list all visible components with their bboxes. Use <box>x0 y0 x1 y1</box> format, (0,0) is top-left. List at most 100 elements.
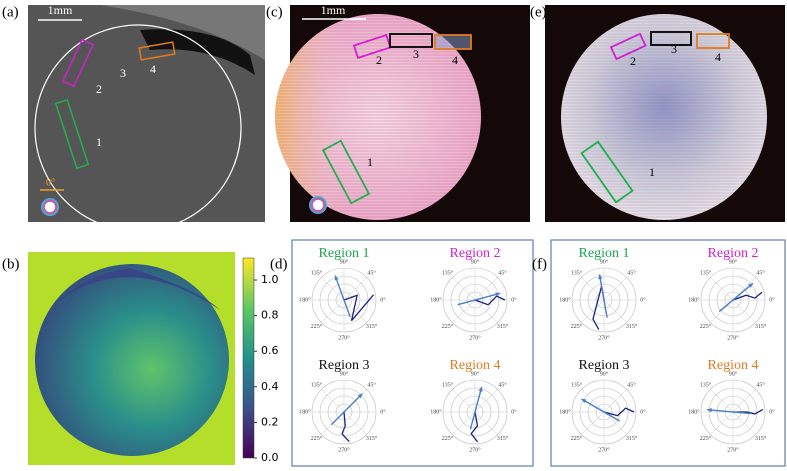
polar-spoke <box>321 277 345 301</box>
polar-spoke <box>732 299 756 323</box>
region-label: 2 <box>96 82 102 96</box>
angle-label: 45° <box>756 382 765 389</box>
angle-label: 135° <box>442 382 454 389</box>
polar-spoke <box>732 411 756 435</box>
panel-a: 1mm 1 2 3 4 0° (a) <box>2 3 265 232</box>
angle-label: 270° <box>598 334 610 341</box>
colorbar-tick-label: 0.6 <box>261 344 279 357</box>
region-box <box>609 32 647 61</box>
region-box <box>138 41 176 61</box>
region-box <box>61 38 95 88</box>
polar-spoke <box>321 299 345 323</box>
panel-e: 1 2 3 4 (e) <box>530 4 785 222</box>
plot-title: Region 2 <box>450 246 501 261</box>
angle-label: 0° <box>511 296 517 303</box>
arrow-head <box>748 283 753 288</box>
angle-label: 45° <box>367 270 376 277</box>
region-label: 1 <box>649 165 655 179</box>
angle-label: 180° <box>688 408 700 415</box>
polar-spoke <box>581 277 605 301</box>
angle-label: 45° <box>498 270 507 277</box>
region-box <box>580 140 634 204</box>
angle-label: 135° <box>571 382 583 389</box>
angle-label: 270° <box>338 334 350 341</box>
region-label: 1 <box>96 135 102 149</box>
angle-label: 90° <box>471 370 480 377</box>
polar-spoke <box>343 411 367 435</box>
polar-spoke <box>603 389 627 413</box>
panel-c: 1mm 1 2 3 4 (c) <box>266 3 530 222</box>
colorbar-tick-label: 0.0 <box>261 451 279 464</box>
angle-label: 315° <box>497 435 509 442</box>
polar-spoke <box>710 411 734 435</box>
trace <box>341 411 350 442</box>
angle-label: 225° <box>311 323 323 330</box>
polar-spoke <box>343 277 367 301</box>
region-label: 4 <box>452 53 458 67</box>
angle-label: 180° <box>688 296 700 303</box>
region-box <box>54 98 90 170</box>
colorbar-tick-label: 0.2 <box>261 415 279 428</box>
angle-label: 0° <box>380 296 386 303</box>
plot-title: Region 1 <box>579 246 630 261</box>
trace <box>470 411 479 443</box>
angle-label: 45° <box>498 382 507 389</box>
angle-label: 315° <box>497 323 509 330</box>
polar-spoke <box>603 411 627 435</box>
polar-spoke <box>710 277 734 301</box>
angle-label: 45° <box>627 270 636 277</box>
polar-spoke <box>581 411 605 435</box>
panel-label: (d) <box>270 256 288 272</box>
angle-label: 45° <box>756 270 765 277</box>
angle-label: 135° <box>700 270 712 277</box>
angle-label: 0° <box>380 408 386 415</box>
mean-arrow <box>330 393 363 426</box>
angle-label: 0° <box>769 408 775 415</box>
angle-label: 315° <box>626 323 638 330</box>
region-box <box>434 34 472 50</box>
angle-label: 135° <box>311 382 323 389</box>
disk <box>275 14 481 220</box>
ventricle <box>140 29 255 76</box>
angle-label: 0° <box>640 296 646 303</box>
angle-label: 0° <box>769 296 775 303</box>
angle-label: 225° <box>442 435 454 442</box>
mean-arrow <box>598 274 608 318</box>
scale-text: 1mm <box>48 3 73 17</box>
angle-label: 270° <box>469 446 481 453</box>
region-box <box>321 139 371 205</box>
colorbar-tick-label: 1.0 <box>261 273 279 286</box>
angle-label: 90° <box>600 370 609 377</box>
region-label: 3 <box>671 42 677 56</box>
panel-f-frame <box>550 239 786 467</box>
tissue <box>100 5 265 60</box>
angle-label: 315° <box>366 435 378 442</box>
disk <box>35 264 229 456</box>
region <box>60 268 220 310</box>
angle-label: 90° <box>729 370 738 377</box>
arrow-head <box>707 407 712 413</box>
angle-label: 45° <box>627 382 636 389</box>
angle-label: 270° <box>598 446 610 453</box>
panel-label: (f) <box>532 256 547 272</box>
plot-title: Region 3 <box>579 358 630 373</box>
angle-label: 225° <box>442 323 454 330</box>
panel-b: (b) <box>2 252 255 465</box>
mean-arrow <box>334 275 351 318</box>
region-label: 4 <box>150 62 156 76</box>
polar-spoke <box>732 389 756 413</box>
angle-label: 270° <box>727 334 739 341</box>
angle-label: 180° <box>559 408 571 415</box>
mean-arrow <box>707 409 751 415</box>
scale-text: 1mm <box>321 3 346 17</box>
arrow-head <box>334 275 339 281</box>
region-box <box>352 33 392 60</box>
panel-label: (e) <box>530 4 547 20</box>
angle-label: 45° <box>367 382 376 389</box>
trace <box>474 295 506 306</box>
polar-spoke <box>452 277 476 301</box>
angle-label: 270° <box>338 446 350 453</box>
colorbar-tick-label: 0.4 <box>261 380 279 393</box>
angle-label: 315° <box>366 323 378 330</box>
